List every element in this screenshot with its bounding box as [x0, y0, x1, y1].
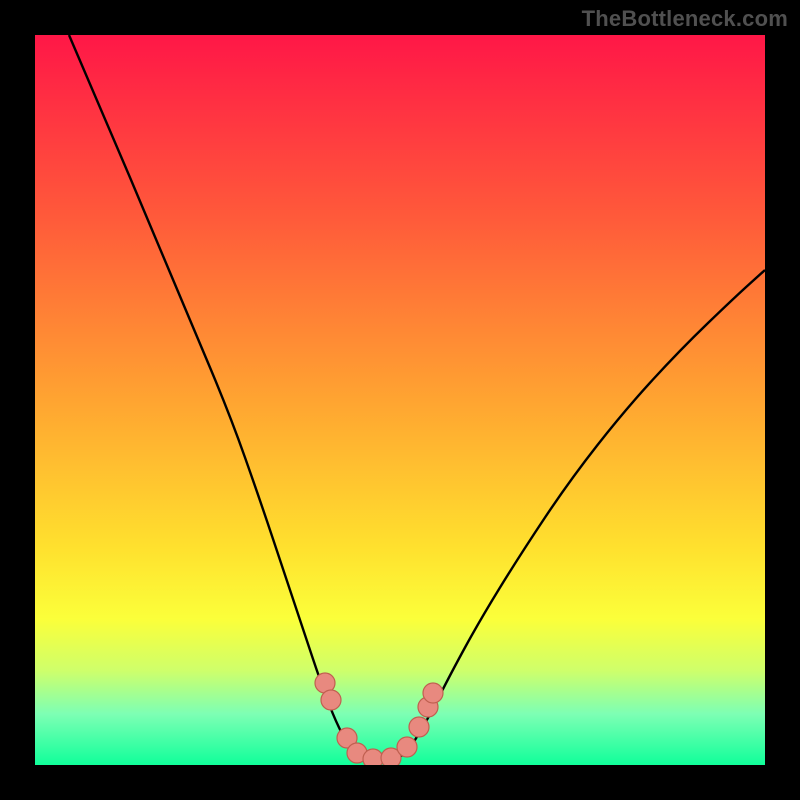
curve-marker	[363, 749, 383, 765]
plot-area	[35, 35, 765, 765]
curve-marker	[321, 690, 341, 710]
curve-marker	[423, 683, 443, 703]
curve-marker	[397, 737, 417, 757]
watermark-text: TheBottleneck.com	[582, 6, 788, 32]
curve-svg	[35, 35, 765, 765]
bottleneck-curve	[69, 35, 765, 760]
curve-marker	[409, 717, 429, 737]
